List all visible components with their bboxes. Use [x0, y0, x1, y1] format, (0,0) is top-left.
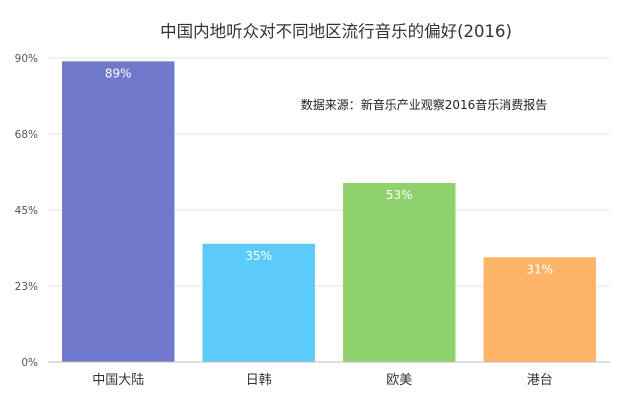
x-tick-label: 港台	[527, 373, 553, 388]
x-tick-label: 日韩	[246, 373, 272, 388]
y-axis-tick-labels: 0% 23% 45% 68% 90%	[15, 53, 38, 369]
bar	[343, 182, 456, 362]
bar-value-label: 31%	[526, 262, 553, 276]
y-tick-label: 68%	[15, 129, 38, 141]
bar-value-label: 53%	[386, 188, 413, 202]
y-tick-label: 0%	[21, 357, 38, 369]
x-axis-tick-labels: 中国大陆 日韩 欧美 港台	[92, 372, 553, 388]
bar	[483, 257, 596, 362]
bar-value-labels: 89% 35% 53% 31%	[105, 66, 553, 276]
bars	[62, 61, 596, 362]
y-tick-label: 45%	[15, 205, 38, 217]
bar-value-label: 35%	[245, 249, 272, 263]
data-source-annotation: 数据来源：新音乐产业观察2016音乐消费报告	[301, 97, 548, 112]
x-tick-label: 欧美	[386, 373, 412, 388]
chart-title: 中国内地听众对不同地区流行音乐的偏好(2016)	[160, 22, 512, 41]
bar-value-label: 89%	[105, 66, 132, 80]
bar	[202, 243, 315, 362]
bar	[62, 61, 175, 362]
y-tick-label: 90%	[15, 53, 38, 65]
x-tick-label: 中国大陆	[92, 372, 144, 388]
y-tick-label: 23%	[15, 281, 38, 293]
